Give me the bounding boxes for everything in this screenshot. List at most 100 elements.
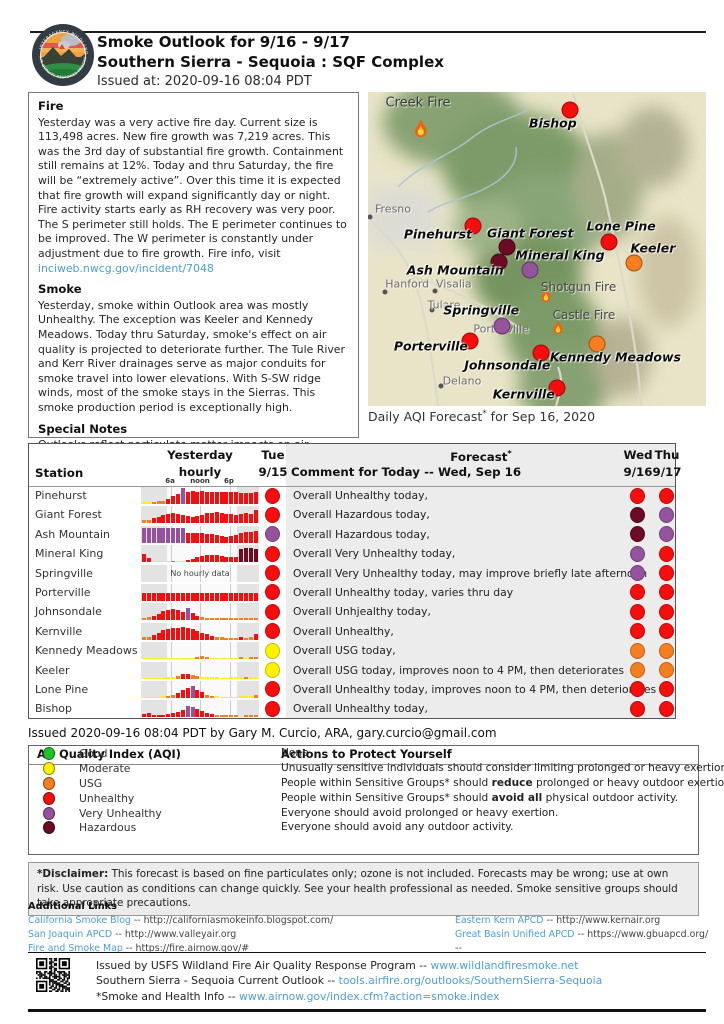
hourly-bar: [180, 690, 185, 698]
hourly-bar: [142, 713, 146, 718]
map-city-label: Visalia: [436, 277, 472, 291]
aqi-dot-wed: [630, 545, 645, 562]
hourly-bar: [219, 715, 224, 718]
aqi-category-label: Very Unhealthy: [79, 806, 162, 820]
external-link[interactable]: Fire and Smoke Map: [28, 942, 123, 954]
hourly-bar: [253, 695, 258, 698]
hourly-bar: [195, 615, 200, 621]
map-city-dot: [429, 307, 435, 313]
hour-gridline: [229, 680, 231, 698]
hourly-bar: [151, 518, 156, 524]
hour-gridline: [170, 564, 172, 582]
hourly-bar: [248, 696, 253, 698]
map-station-aqi-dot: [625, 254, 643, 272]
footer-link[interactable]: www.wildlandfiresmoke.net: [430, 959, 579, 972]
hourly-bar: [234, 715, 239, 718]
hourly-bar: [209, 695, 214, 698]
hourly-bar: [234, 618, 239, 621]
map-city-label: Fresno: [374, 202, 412, 216]
hourly-bar: [219, 593, 224, 601]
hourly-bar: [166, 592, 171, 601]
external-link[interactable]: Great Basin Unified APCD: [455, 928, 575, 940]
document-header: Smoke Outlook for 9/16 - 9/17 Southern S…: [97, 33, 444, 90]
inciweb-link[interactable]: inciweb.nwcg.gov/incident/7048: [38, 261, 214, 275]
hour-gridline: [200, 603, 201, 621]
hourly-bar: [239, 696, 243, 698]
hourly-bar-chart: [141, 545, 259, 563]
aqi-category-label: Unhealthy: [79, 791, 135, 805]
hourly-bar: [209, 713, 214, 718]
map-station-label: Bishop: [529, 115, 577, 131]
hour-gridline: [170, 506, 172, 524]
external-link[interactable]: Eastern Kern APCD: [455, 915, 544, 926]
hour-gridline: [200, 680, 201, 698]
hourly-bar: [190, 675, 195, 679]
hourly-bar: [205, 712, 210, 718]
hourly-bar: [195, 593, 200, 601]
hourly-bar: [234, 637, 239, 640]
map-caption: Daily AQI Forecast* for Sep 16, 2020: [368, 409, 596, 425]
hourly-bar: [253, 592, 258, 601]
hourly-bar: [243, 696, 248, 698]
additional-link-line: Fire and Smoke Map -- https://fire.airno…: [28, 942, 333, 955]
hourly-bar: [243, 676, 248, 679]
hourly-bar-chart: [141, 642, 259, 660]
hourly-bar: [180, 657, 185, 660]
legend-header-actions: Actions to Protect Yourself: [281, 748, 452, 761]
station-name: Bishop: [35, 702, 73, 716]
hourly-bar: [175, 493, 180, 504]
aqi-dot-tue: [265, 603, 280, 620]
hourly-bar: [234, 592, 239, 601]
hourly-bar: [156, 516, 161, 524]
hourly-bar: [253, 677, 258, 679]
hourly-bar: [200, 533, 205, 543]
forecast-comment: Overall Unhealthy today, improves noon t…: [293, 682, 657, 696]
hourly-bar: [205, 694, 210, 698]
hourly-bar: [234, 514, 239, 524]
link-url-text: -- https://www.gbuapcd.org/: [574, 928, 709, 940]
map-city-dot: [432, 288, 438, 294]
footer-line-text: Southern Sierra - Sequoia Current Outloo…: [96, 974, 339, 988]
external-link[interactable]: California Smoke Blog: [28, 915, 131, 926]
night-shade: [237, 564, 259, 582]
hourly-bar: [190, 686, 195, 698]
hourly-bar: [171, 496, 176, 504]
hourly-bar: [224, 677, 229, 679]
hourly-bar: [161, 514, 166, 524]
hourly-bar: [234, 696, 239, 698]
hourly-bar: [214, 535, 219, 543]
aqi-dot-tue: [265, 565, 280, 582]
hourly-bar: [156, 561, 161, 563]
hourly-bar: [185, 492, 190, 504]
footer-link[interactable]: tools.airfire.org/outlooks/SouthernSierr…: [338, 974, 603, 988]
hour-gridline: [200, 583, 201, 601]
map-station-label: Kennedy Meadows: [549, 349, 681, 365]
hourly-bar: [180, 528, 185, 543]
aqi-category-action: Everyone should avoid any outdoor activi…: [281, 821, 514, 834]
hourly-bar: [185, 627, 190, 640]
hourly-bar: [234, 534, 239, 543]
hourly-bar: [175, 693, 180, 698]
hourly-bar: [146, 636, 151, 640]
hourly-bar: [151, 677, 156, 679]
aqi-dot-tue: [265, 526, 280, 543]
hourly-bar: [195, 515, 200, 524]
map-station-label: Porterville: [393, 338, 468, 354]
station-name: Springville: [35, 566, 93, 580]
forecast-comment: Overall Hazardous today,: [293, 527, 430, 541]
aqi-category-dot: [43, 776, 55, 790]
hourly-bar: [248, 513, 253, 524]
hourly-bar: [146, 592, 151, 601]
footer-link[interactable]: www.airnow.gov/index.cfm?action=smoke.in…: [239, 989, 500, 1003]
hourly-bar: [161, 528, 166, 543]
hourly-bar: [229, 617, 234, 621]
aqi-dot-tue: [265, 700, 280, 717]
col-header-tue-date: 9/15: [258, 465, 288, 479]
hourly-bar: [151, 528, 156, 543]
hourly-bar: [175, 610, 180, 621]
external-link[interactable]: San Joaquin APCD: [28, 928, 113, 940]
hourly-bar: [166, 513, 171, 524]
station-row: Kennedy Meadows Overall USG today,: [29, 641, 675, 660]
page-subtitle: Southern Sierra - Sequoia : SQF Complex: [97, 52, 444, 71]
